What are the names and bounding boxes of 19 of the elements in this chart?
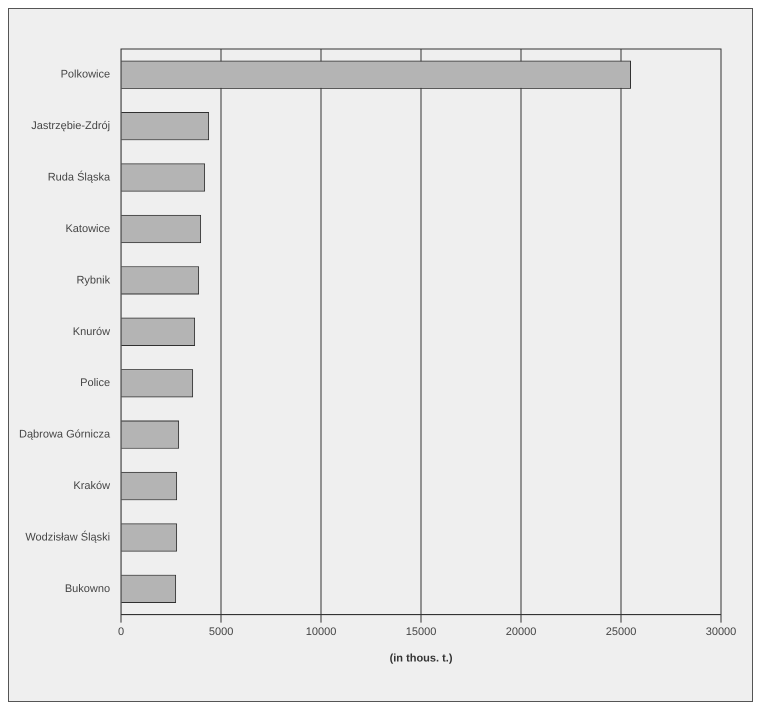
y-tick-label: Rybnik xyxy=(76,274,111,286)
x-tick-label: 0 xyxy=(118,626,124,638)
x-tick-label: 5000 xyxy=(208,626,234,638)
y-tick-label: Jastrzębie-Zdrój xyxy=(31,120,110,132)
x-tick-label: 15000 xyxy=(406,626,436,638)
x-tick-label: 30000 xyxy=(706,626,736,638)
y-tick-label: Polkowice xyxy=(60,68,110,81)
x-tick-label: 20000 xyxy=(506,626,536,638)
x-tick-label: 25000 xyxy=(606,626,636,638)
x-tick-label: 10000 xyxy=(306,626,336,638)
y-tick-label: Kraków xyxy=(73,480,110,492)
y-tick-label: Wodzisław Śląski xyxy=(25,530,110,544)
y-tick-label: Katowice xyxy=(65,222,110,235)
y-tick-label: Knurów xyxy=(72,326,110,338)
y-tick-label: Bukowno xyxy=(64,582,110,595)
y-tick-label: Police xyxy=(80,377,110,390)
y-tick-label: Dąbrowa Górnicza xyxy=(19,428,111,441)
x-axis-title: (in thous. t.) xyxy=(390,652,453,664)
y-tick-label: Ruda Śląska xyxy=(48,170,111,184)
